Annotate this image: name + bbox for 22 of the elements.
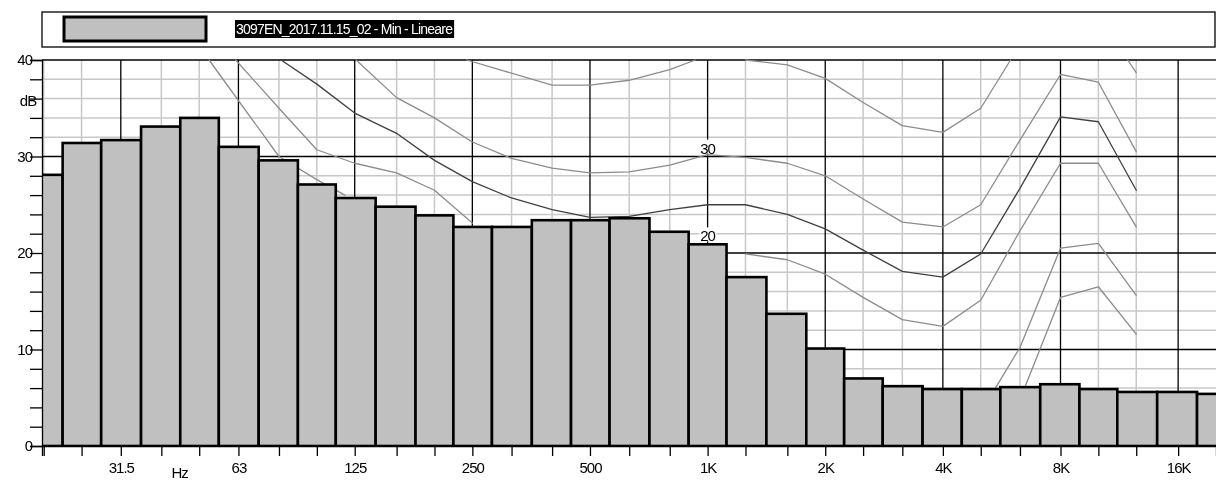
text: 3097EN_2017.11.15_02 - Min - Lineare [236, 21, 454, 37]
annotation: 20 [700, 227, 716, 245]
x-tick-label: 1K [699, 458, 718, 476]
annotation: 30 [700, 139, 716, 157]
x-axis-title: Hz [171, 464, 189, 481]
x-tick-label: 8K [1052, 458, 1071, 476]
y-axis-title: dB [19, 92, 38, 109]
line-series [355, 59, 1137, 228]
y-tick-label: 20 [17, 244, 33, 262]
x-tick-label: 4K [935, 458, 953, 476]
x-tick-label: 500 [579, 458, 603, 476]
x-tick-label: 250 [461, 458, 485, 476]
y-tick-label: 40 [17, 51, 33, 69]
x-tick-label: 16K [1166, 458, 1192, 476]
x-tick-label: 2K [817, 458, 835, 476]
y-tick-label: 10 [17, 340, 33, 358]
x-tick-label: 31.5 [108, 458, 135, 476]
line-series [1024, 286, 1137, 387]
y-tick-label: 30 [17, 147, 33, 165]
x-tick-label: 125 [344, 458, 367, 476]
y-tick-label: 0 [24, 437, 33, 455]
x-tick-label: 63 [231, 458, 247, 476]
